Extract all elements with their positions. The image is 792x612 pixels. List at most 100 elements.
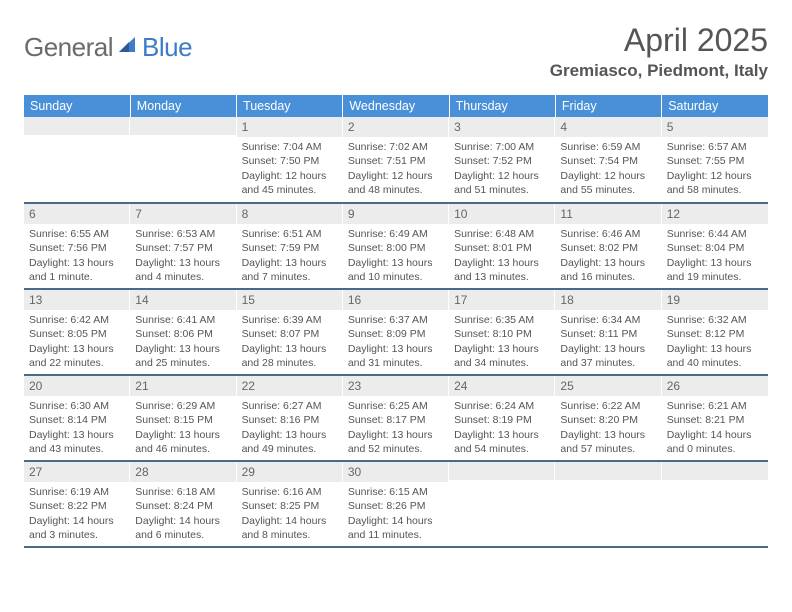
sunrise-text: Sunrise: 6:15 AM (348, 485, 444, 499)
sunset-text: Sunset: 8:06 PM (135, 327, 231, 341)
daylight-text: Daylight: 14 hours and 3 minutes. (29, 514, 125, 542)
day-body: Sunrise: 6:24 AMSunset: 8:19 PMDaylight:… (449, 396, 555, 460)
calendar-day-cell (130, 117, 236, 203)
day-number: 14 (130, 290, 236, 310)
day-number: 19 (662, 290, 768, 310)
day-number: 5 (662, 117, 768, 137)
daylight-text: Daylight: 14 hours and 6 minutes. (135, 514, 231, 542)
calendar-week-row: 27Sunrise: 6:19 AMSunset: 8:22 PMDayligh… (24, 461, 768, 547)
day-body: Sunrise: 6:41 AMSunset: 8:06 PMDaylight:… (130, 310, 236, 374)
sunrise-text: Sunrise: 6:21 AM (667, 399, 763, 413)
weekday-header: Friday (555, 95, 661, 117)
sunset-text: Sunset: 8:09 PM (348, 327, 444, 341)
day-number: 26 (662, 376, 768, 396)
calendar-day-cell: 13Sunrise: 6:42 AMSunset: 8:05 PMDayligh… (24, 289, 130, 375)
day-number: 18 (555, 290, 661, 310)
day-number (662, 462, 768, 480)
sunset-text: Sunset: 8:05 PM (29, 327, 125, 341)
sunset-text: Sunset: 8:02 PM (560, 241, 656, 255)
daylight-text: Daylight: 13 hours and 13 minutes. (454, 256, 550, 284)
sunset-text: Sunset: 8:14 PM (29, 413, 125, 427)
sunrise-text: Sunrise: 6:59 AM (560, 140, 656, 154)
calendar-day-cell: 27Sunrise: 6:19 AMSunset: 8:22 PMDayligh… (24, 461, 130, 547)
calendar-day-cell: 8Sunrise: 6:51 AMSunset: 7:59 PMDaylight… (237, 203, 343, 289)
daylight-text: Daylight: 13 hours and 1 minute. (29, 256, 125, 284)
day-body: Sunrise: 6:29 AMSunset: 8:15 PMDaylight:… (130, 396, 236, 460)
weekday-header: Sunday (24, 95, 130, 117)
sunrise-text: Sunrise: 6:39 AM (242, 313, 338, 327)
day-body: Sunrise: 6:57 AMSunset: 7:55 PMDaylight:… (662, 137, 768, 201)
sunset-text: Sunset: 7:51 PM (348, 154, 444, 168)
day-body: Sunrise: 6:19 AMSunset: 8:22 PMDaylight:… (24, 482, 130, 546)
sunrise-text: Sunrise: 6:42 AM (29, 313, 125, 327)
daylight-text: Daylight: 13 hours and 10 minutes. (348, 256, 444, 284)
calendar-day-cell: 20Sunrise: 6:30 AMSunset: 8:14 PMDayligh… (24, 375, 130, 461)
calendar-day-cell: 3Sunrise: 7:00 AMSunset: 7:52 PMDaylight… (449, 117, 555, 203)
sunrise-text: Sunrise: 6:44 AM (667, 227, 763, 241)
day-number: 1 (237, 117, 343, 137)
day-body: Sunrise: 6:59 AMSunset: 7:54 PMDaylight:… (555, 137, 661, 201)
daylight-text: Daylight: 13 hours and 49 minutes. (242, 428, 338, 456)
weekday-header: Thursday (449, 95, 555, 117)
calendar-day-cell: 25Sunrise: 6:22 AMSunset: 8:20 PMDayligh… (555, 375, 661, 461)
day-body: Sunrise: 7:02 AMSunset: 7:51 PMDaylight:… (343, 137, 449, 201)
sunset-text: Sunset: 7:59 PM (242, 241, 338, 255)
calendar-day-cell: 1Sunrise: 7:04 AMSunset: 7:50 PMDaylight… (237, 117, 343, 203)
sunset-text: Sunset: 8:00 PM (348, 241, 444, 255)
daylight-text: Daylight: 13 hours and 43 minutes. (29, 428, 125, 456)
sunrise-text: Sunrise: 6:35 AM (454, 313, 550, 327)
day-number: 30 (343, 462, 449, 482)
sunrise-text: Sunrise: 6:32 AM (667, 313, 763, 327)
day-body: Sunrise: 6:18 AMSunset: 8:24 PMDaylight:… (130, 482, 236, 546)
calendar-day-cell: 23Sunrise: 6:25 AMSunset: 8:17 PMDayligh… (343, 375, 449, 461)
day-number: 24 (449, 376, 555, 396)
day-number: 22 (237, 376, 343, 396)
day-body: Sunrise: 6:22 AMSunset: 8:20 PMDaylight:… (555, 396, 661, 460)
day-number: 10 (449, 204, 555, 224)
calendar-day-cell: 4Sunrise: 6:59 AMSunset: 7:54 PMDaylight… (555, 117, 661, 203)
sunrise-text: Sunrise: 6:48 AM (454, 227, 550, 241)
calendar-day-cell: 26Sunrise: 6:21 AMSunset: 8:21 PMDayligh… (662, 375, 768, 461)
sunrise-text: Sunrise: 6:49 AM (348, 227, 444, 241)
daylight-text: Daylight: 13 hours and 4 minutes. (135, 256, 231, 284)
calendar-day-cell: 2Sunrise: 7:02 AMSunset: 7:51 PMDaylight… (343, 117, 449, 203)
day-number (555, 462, 661, 480)
day-body: Sunrise: 6:37 AMSunset: 8:09 PMDaylight:… (343, 310, 449, 374)
sunrise-text: Sunrise: 6:16 AM (242, 485, 338, 499)
daylight-text: Daylight: 13 hours and 57 minutes. (560, 428, 656, 456)
day-body: Sunrise: 6:53 AMSunset: 7:57 PMDaylight:… (130, 224, 236, 288)
day-body: Sunrise: 6:34 AMSunset: 8:11 PMDaylight:… (555, 310, 661, 374)
calendar-day-cell: 17Sunrise: 6:35 AMSunset: 8:10 PMDayligh… (449, 289, 555, 375)
weekday-header: Monday (130, 95, 236, 117)
header: General Blue April 2025 Gremiasco, Piedm… (24, 22, 768, 81)
sunset-text: Sunset: 7:54 PM (560, 154, 656, 168)
sunrise-text: Sunrise: 6:41 AM (135, 313, 231, 327)
daylight-text: Daylight: 14 hours and 8 minutes. (242, 514, 338, 542)
day-number: 9 (343, 204, 449, 224)
daylight-text: Daylight: 12 hours and 45 minutes. (242, 169, 338, 197)
day-number (130, 117, 236, 135)
calendar-day-cell: 15Sunrise: 6:39 AMSunset: 8:07 PMDayligh… (237, 289, 343, 375)
calendar-day-cell: 16Sunrise: 6:37 AMSunset: 8:09 PMDayligh… (343, 289, 449, 375)
day-body: Sunrise: 7:00 AMSunset: 7:52 PMDaylight:… (449, 137, 555, 201)
day-body: Sunrise: 6:21 AMSunset: 8:21 PMDaylight:… (662, 396, 768, 460)
sunrise-text: Sunrise: 6:55 AM (29, 227, 125, 241)
day-body: Sunrise: 7:04 AMSunset: 7:50 PMDaylight:… (237, 137, 343, 201)
weekday-header-row: Sunday Monday Tuesday Wednesday Thursday… (24, 95, 768, 117)
day-body: Sunrise: 6:27 AMSunset: 8:16 PMDaylight:… (237, 396, 343, 460)
sunset-text: Sunset: 8:15 PM (135, 413, 231, 427)
sunrise-text: Sunrise: 6:53 AM (135, 227, 231, 241)
daylight-text: Daylight: 14 hours and 0 minutes. (667, 428, 763, 456)
day-body: Sunrise: 6:55 AMSunset: 7:56 PMDaylight:… (24, 224, 130, 288)
day-body: Sunrise: 6:15 AMSunset: 8:26 PMDaylight:… (343, 482, 449, 546)
day-number: 25 (555, 376, 661, 396)
daylight-text: Daylight: 13 hours and 46 minutes. (135, 428, 231, 456)
daylight-text: Daylight: 13 hours and 34 minutes. (454, 342, 550, 370)
sunrise-text: Sunrise: 6:19 AM (29, 485, 125, 499)
daylight-text: Daylight: 14 hours and 11 minutes. (348, 514, 444, 542)
day-number: 13 (24, 290, 130, 310)
sunset-text: Sunset: 8:17 PM (348, 413, 444, 427)
calendar-day-cell (662, 461, 768, 547)
day-number: 21 (130, 376, 236, 396)
calendar-day-cell (555, 461, 661, 547)
